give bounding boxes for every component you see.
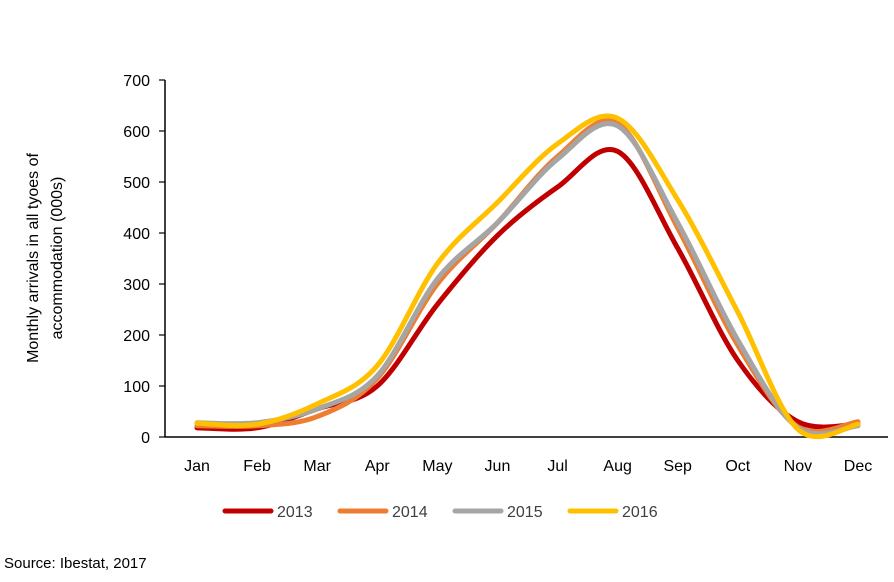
y-axis: 0 100 200 300 400 500 600 700 (123, 73, 166, 447)
x-tick-label: Nov (784, 458, 812, 475)
x-tick-label: Aug (603, 458, 631, 475)
y-tick-label: 200 (123, 328, 150, 345)
x-tick-label: May (422, 458, 452, 475)
legend: 2013 2014 2015 2016 (222, 504, 658, 521)
y-tick-label: 600 (123, 124, 150, 141)
y-tick-label: 500 (123, 175, 150, 192)
y-axis-label: Monthly arrivals in all tyoes of accommo… (25, 153, 66, 363)
series-line-2016 (194, 113, 861, 440)
x-tick-label: Jul (547, 458, 567, 475)
series-lines (194, 113, 861, 440)
x-tick-label: Mar (303, 458, 331, 475)
legend-label: 2013 (277, 504, 313, 521)
x-tick-label: Dec (844, 458, 872, 475)
x-tick-label: Sep (663, 458, 692, 475)
legend-label: 2014 (392, 504, 428, 521)
x-tick-label: Jan (184, 458, 210, 475)
x-tick-label: Feb (243, 458, 271, 475)
legend-item-2016: 2016 (567, 504, 658, 521)
y-axis-label-line-1: Monthly arrivals in all tyoes of (25, 153, 42, 363)
legend-label: 2015 (507, 504, 543, 521)
x-tick-label: Jun (485, 458, 511, 475)
legend-item-2013: 2013 (222, 504, 313, 521)
x-axis: Jan Feb Mar Apr May Jun Jul Aug Sep Oct Nov Dec (165, 436, 888, 475)
series-line-2015 (194, 121, 861, 437)
legend-label: 2016 (622, 504, 658, 521)
x-tick-label: Apr (365, 458, 391, 475)
legend-item-2015: 2015 (452, 504, 543, 521)
y-tick-label: 400 (123, 226, 150, 243)
y-axis-label-line-2: accommodation (000s) (49, 177, 66, 340)
y-tick-label: 300 (123, 277, 150, 294)
legend-item-2014: 2014 (337, 504, 428, 521)
y-tick-label: 100 (123, 379, 150, 396)
y-tick-label: 0 (141, 430, 150, 447)
y-tick-label: 700 (123, 73, 150, 90)
x-tick-label: Oct (725, 458, 750, 475)
source-note: Source: Ibestat, 2017 (4, 555, 147, 572)
